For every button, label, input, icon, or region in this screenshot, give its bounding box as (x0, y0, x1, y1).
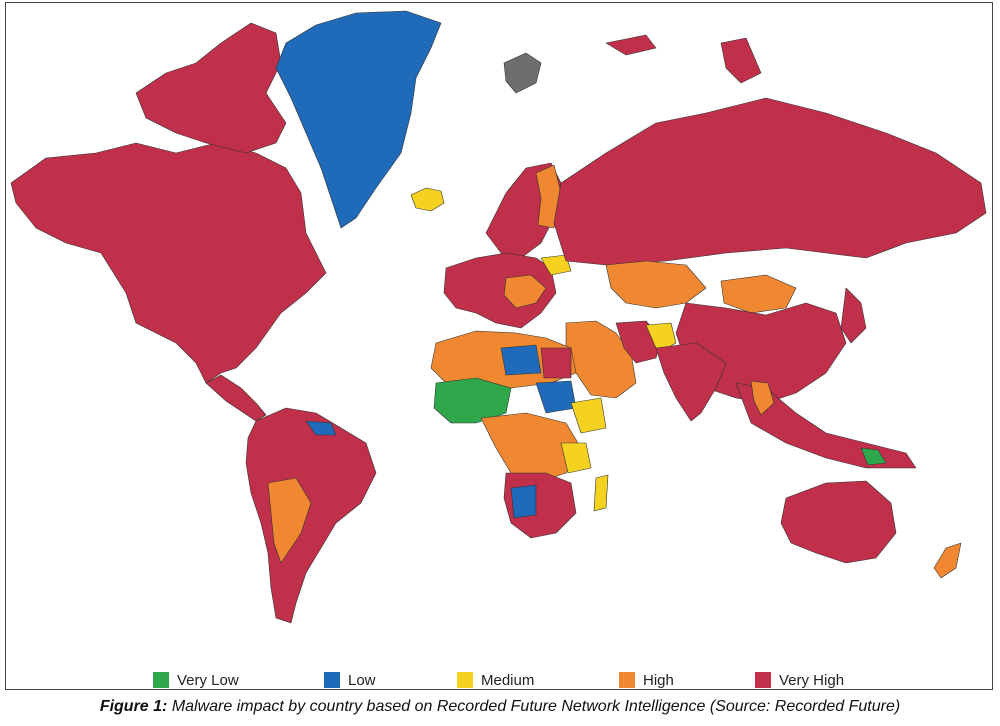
legend-label: Low (348, 671, 376, 689)
world-map (10, 10, 987, 624)
region-south-america-high (267, 477, 312, 564)
region-australia (780, 480, 897, 564)
region-ukraine-medium (540, 254, 572, 276)
figure-caption: Figure 1: Malware impact by country base… (0, 698, 1000, 716)
legend-swatch-very-low (153, 672, 169, 688)
region-europe-mixed (503, 274, 547, 309)
region-arctic-islands-east (720, 37, 762, 84)
region-png-very-low (860, 447, 887, 466)
region-arctic-islands (135, 22, 287, 154)
region-japan (840, 287, 867, 344)
region-egypt (540, 347, 572, 379)
legend-label: High (643, 671, 674, 689)
legend-label: Very High (779, 671, 845, 689)
region-mongolia (720, 274, 797, 314)
region-afghanistan (645, 322, 677, 354)
region-central-africa (480, 412, 582, 484)
region-libya-low (500, 344, 542, 376)
region-central-america (205, 374, 267, 422)
caption-text: Malware impact by country based on Recor… (167, 698, 901, 715)
map-frame: Very Low Low Medium High Very High (5, 2, 993, 690)
region-europe-west (443, 252, 557, 329)
legend-item-high: High (619, 670, 674, 690)
legend-swatch-very-high (755, 672, 771, 688)
legend-swatch-high (619, 672, 635, 688)
region-north-america (10, 142, 327, 384)
region-southeast-asia (735, 382, 917, 469)
legend-swatch-low (324, 672, 340, 688)
region-finland (535, 164, 562, 229)
legend-item-very-low: Very Low (153, 670, 239, 690)
region-vietnam (750, 380, 775, 416)
region-angola-low (510, 484, 537, 519)
legend-item-low: Low (324, 670, 376, 690)
legend-item-medium: Medium (457, 670, 534, 690)
region-new-zealand (933, 542, 962, 579)
region-arctic-russia-islands (605, 34, 657, 56)
legend-item-very-high: Very High (755, 670, 844, 690)
caption-lead: Figure 1: (99, 698, 168, 715)
region-south-america (245, 407, 377, 624)
region-east-africa-medium (560, 442, 592, 474)
region-horn-medium (570, 397, 607, 434)
region-russia (553, 97, 987, 266)
region-kazakhstan (605, 260, 707, 309)
region-guianas-low (305, 420, 337, 436)
legend: Very Low Low Medium High Very High (6, 670, 992, 690)
region-svalbard (503, 52, 542, 94)
region-india (655, 342, 727, 422)
region-madagascar (593, 474, 609, 512)
legend-label: Medium (481, 671, 535, 689)
region-iceland (410, 187, 445, 212)
region-sudan-low (535, 380, 577, 414)
region-greenland (275, 10, 442, 229)
legend-label: Very Low (177, 671, 239, 689)
legend-swatch-medium (457, 672, 473, 688)
